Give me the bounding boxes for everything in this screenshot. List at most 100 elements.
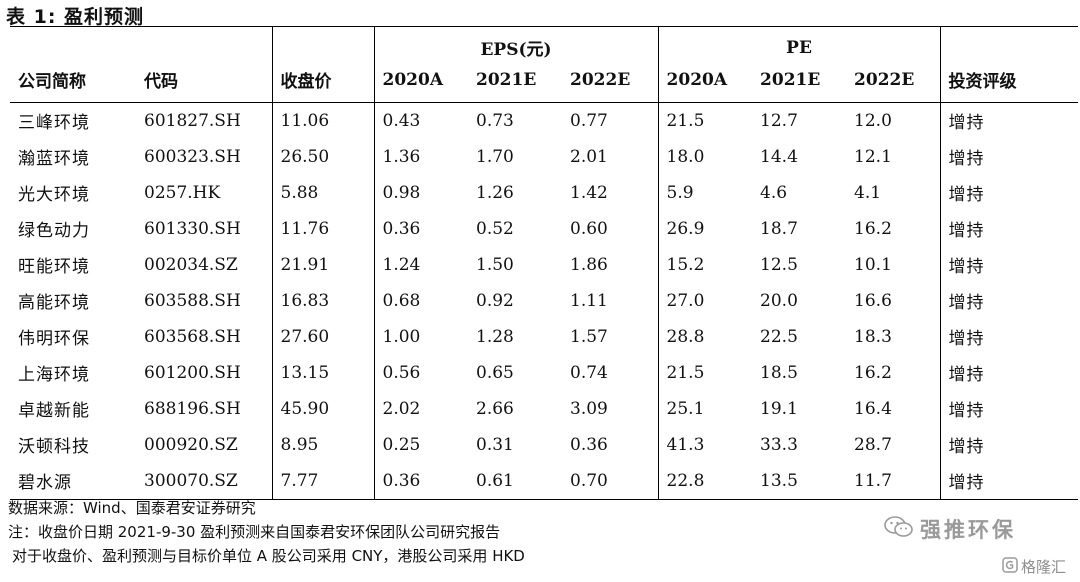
eps-2022e-cell: 0.70 [570, 470, 608, 491]
eps-2022e-cell: 3.09 [570, 398, 608, 419]
company-name-cell: 卓越新能 [18, 401, 90, 421]
pe-2021e-cell: 19.1 [760, 398, 798, 419]
company-name-cell: 碧水源 [18, 473, 72, 493]
pe-2021e-cell: 14.4 [760, 146, 798, 167]
pe-group-header: PE [657, 26, 941, 60]
table-row: 光大环境 0257.HK 5.88 0.98 1.26 1.42 5.9 4.6 4.1 增持 [10, 174, 1079, 211]
rating-cell: 增持 [939, 138, 1079, 175]
eps-2021e-cell: 0.31 [476, 434, 514, 455]
rating-cell: 增持 [939, 174, 1079, 211]
table-title: 表 1: 盈利预测 [6, 6, 145, 28]
table-notes: 数据来源：Wind、国泰君安证券研究 注：收盘价日期 2021-9-30 盈利预… [8, 496, 525, 568]
pe-2022e-cell: 28.7 [854, 434, 892, 455]
code-cell: 601330.SH [144, 218, 241, 239]
close-price-cell: 27.60 [271, 318, 374, 355]
eps-2022e-cell: 1.11 [570, 290, 608, 311]
pe-2021e-cell: 18.7 [760, 218, 798, 239]
earnings-forecast-table: EPS(元) PE 公司简称 代码 收盘价 2020A 2021E 2022E … [10, 26, 1079, 500]
eps-2022e-cell: 0.74 [570, 362, 608, 383]
eps-2021e-cell: 0.52 [476, 218, 514, 239]
close-price-cell: 13.15 [271, 354, 374, 391]
table-row: 瀚蓝环境 600323.SH 26.50 1.36 1.70 2.01 18.0 14.4 12… [10, 138, 1079, 175]
close-price-cell: 16.83 [271, 282, 374, 319]
eps-2020a-cell: 0.43 [373, 102, 468, 139]
rating-cell: 增持 [939, 318, 1079, 355]
code-cell: 600323.SH [144, 146, 241, 167]
pe-2022e-cell: 16.2 [854, 218, 892, 239]
eps-2021e-cell: 0.92 [476, 290, 514, 311]
header-spacer [271, 26, 374, 60]
eps-2020a-cell: 0.56 [373, 354, 468, 391]
rating-cell: 增持 [939, 210, 1079, 247]
rating-header: 投资评级 [939, 60, 1079, 102]
eps-2021e-cell: 1.70 [476, 146, 514, 167]
code-cell: 000920.SZ [144, 434, 238, 455]
pe-2020a-cell: 26.9 [657, 210, 753, 247]
pe-2021e-cell: 4.6 [760, 182, 788, 203]
code-cell: 601200.SH [144, 362, 241, 383]
code-cell: 603588.SH [144, 290, 241, 311]
eps-2021e-cell: 0.73 [476, 110, 514, 131]
pe-2022e-cell: 16.4 [854, 398, 892, 419]
table-row: 碧水源 300070.SZ 7.77 0.36 0.61 0.70 22.8 13.5 11.7… [10, 462, 1079, 499]
rating-cell: 增持 [939, 390, 1079, 427]
code-cell: 603568.SH [144, 326, 241, 347]
eps-2020a-cell: 1.24 [373, 246, 468, 283]
pe-2022e-cell: 4.1 [854, 182, 882, 203]
pe-2022e-cell: 18.3 [854, 326, 892, 347]
pe-2020a-cell: 28.8 [657, 318, 753, 355]
date-note: 注：收盘价日期 2021-9-30 盈利预测来自国泰君安环保团队公司研究报告 [8, 523, 501, 541]
company-name-cell: 沃顿科技 [18, 437, 90, 457]
pe-2021e-cell: 12.5 [760, 254, 798, 275]
eps-2021e-cell: 1.26 [476, 182, 514, 203]
table-row: 三峰环境 601827.SH 11.06 0.43 0.73 0.77 21.5 12.7 12… [10, 102, 1079, 139]
table-row: 上海环境 601200.SH 13.15 0.56 0.65 0.74 21.5 18.5 16… [10, 354, 1079, 391]
table-row: 高能环境 603588.SH 16.83 0.68 0.92 1.11 27.0 20.0 16… [10, 282, 1079, 319]
code-cell: 688196.SH [144, 398, 241, 419]
table-header: EPS(元) PE 公司简称 代码 收盘价 2020A 2021E 2022E … [10, 26, 1079, 102]
wechat-icon [884, 515, 914, 543]
forecast-table-container: EPS(元) PE 公司简称 代码 收盘价 2020A 2021E 2022E … [10, 26, 1079, 500]
eps-2022e-cell: 0.77 [570, 110, 608, 131]
pe-2022e-cell: 12.1 [854, 146, 892, 167]
eps-2021e-cell: 0.61 [476, 470, 514, 491]
rating-cell: 增持 [939, 102, 1079, 139]
rating-cell: 增持 [939, 462, 1079, 499]
eps-2022e-header: 2022E [570, 69, 631, 90]
table-row: 卓越新能 688196.SH 45.90 2.02 2.66 3.09 25.1 19.1 16… [10, 390, 1079, 427]
eps-2020a-cell: 2.02 [373, 390, 468, 427]
table-row: 绿色动力 601330.SH 11.76 0.36 0.52 0.60 26.9 18.7 16… [10, 210, 1079, 247]
close-price-cell: 45.90 [271, 390, 374, 427]
header-spacer [939, 26, 1079, 60]
eps-2021e-cell: 0.65 [476, 362, 514, 383]
code-cell: 300070.SZ [144, 470, 238, 491]
code-cell: 601827.SH [144, 110, 241, 131]
eps-2020a-cell: 0.36 [373, 210, 468, 247]
company-name-cell: 旺能环境 [18, 257, 90, 277]
source-note: 数据来源：Wind、国泰君安证券研究 [8, 499, 256, 517]
company-name-cell: 三峰环境 [18, 113, 90, 133]
pe-2020a-cell: 41.3 [657, 426, 753, 463]
company-name-cell: 高能环境 [18, 293, 90, 313]
pe-2020a-cell: 27.0 [657, 282, 753, 319]
pe-2020a-cell: 18.0 [657, 138, 753, 175]
gelonghui-logo-icon [1002, 556, 1018, 577]
pe-2021e-cell: 20.0 [760, 290, 798, 311]
eps-2022e-cell: 1.42 [570, 182, 608, 203]
pe-2020a-cell: 21.5 [657, 354, 753, 391]
source-watermark: 格隆汇 [1002, 556, 1066, 577]
close-price-cell: 26.50 [271, 138, 374, 175]
eps-2020a-cell: 0.25 [373, 426, 468, 463]
eps-2022e-cell: 0.60 [570, 218, 608, 239]
pe-2022e-cell: 16.6 [854, 290, 892, 311]
table-body: 三峰环境 601827.SH 11.06 0.43 0.73 0.77 21.5 12.7 12… [10, 102, 1079, 499]
company-name-cell: 光大环境 [18, 185, 90, 205]
pe-2020a-cell: 22.8 [657, 462, 753, 499]
company-name-cell: 绿色动力 [18, 221, 90, 241]
currency-note: 对于收盘价、盈利预测与目标价单位 A 股公司采用 CNY，港股公司采用 HKD [12, 547, 525, 565]
eps-2022e-cell: 1.57 [570, 326, 608, 347]
eps-2020a-cell: 1.36 [373, 138, 468, 175]
company-name-cell: 上海环境 [18, 365, 90, 385]
code-header: 代码 [144, 72, 178, 93]
pe-2022e-cell: 10.1 [854, 254, 892, 275]
